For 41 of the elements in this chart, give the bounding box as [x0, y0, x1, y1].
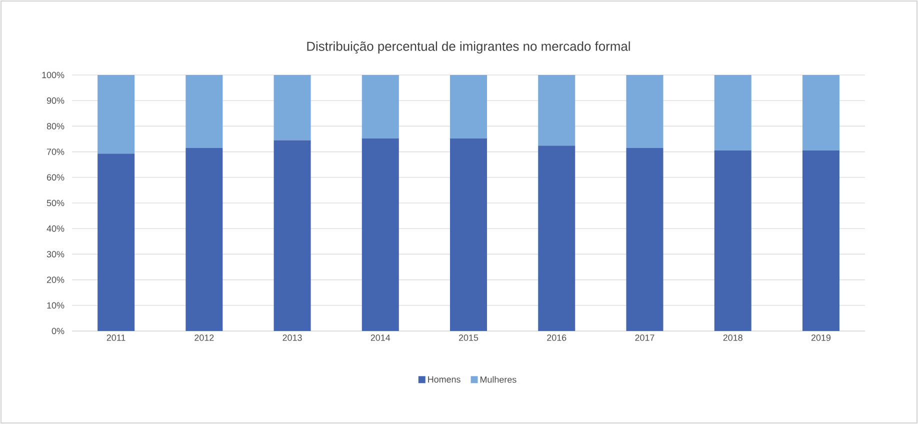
legend-label: Mulheres: [480, 376, 516, 383]
x-tick-label: 2013: [282, 334, 302, 341]
bar: [98, 74, 135, 154]
bar: [450, 74, 488, 138]
y-tick-label: 10%: [47, 302, 64, 309]
bar: [274, 74, 311, 140]
y-tick-label: 60%: [46, 174, 64, 181]
bar: [274, 140, 311, 331]
x-tick-label: 2017: [635, 334, 654, 341]
chart-title: Distribuição percentual de imigrantes no mercado formal: [307, 41, 630, 54]
bar: [802, 150, 840, 331]
y-tick-label: 30%: [46, 251, 64, 258]
x-tick-label: 2014: [370, 334, 390, 341]
bar: [538, 146, 576, 331]
y-tick-label: 80%: [46, 123, 64, 130]
y-tick-label: 90%: [46, 97, 64, 104]
bar: [362, 138, 399, 331]
y-tick-label: 0%: [52, 328, 64, 334]
bar: [98, 154, 135, 331]
x-tick-label: 2015: [458, 334, 478, 341]
legend-label: Homens: [428, 376, 460, 383]
x-tick-label: 2016: [547, 334, 566, 341]
x-tick-label: 2012: [194, 334, 214, 341]
y-tick-label: 100%: [42, 72, 64, 78]
y-tick-label: 40%: [46, 225, 64, 232]
x-tick-label: 2011: [106, 334, 126, 341]
bar: [538, 74, 576, 146]
bar: [186, 74, 223, 148]
bar: [186, 148, 223, 331]
bar: [714, 74, 752, 151]
y-tick-label: 20%: [46, 276, 64, 283]
bar: [362, 74, 399, 138]
x-tick-label: 2018: [723, 334, 742, 341]
bar: [802, 74, 840, 151]
bar: [626, 74, 664, 148]
y-tick-label: 70%: [46, 148, 64, 155]
bar: [626, 148, 664, 331]
y-tick-label: 50%: [46, 200, 64, 206]
x-tick-label: 2019: [811, 334, 831, 341]
bar: [714, 150, 752, 331]
bar: [450, 138, 488, 331]
